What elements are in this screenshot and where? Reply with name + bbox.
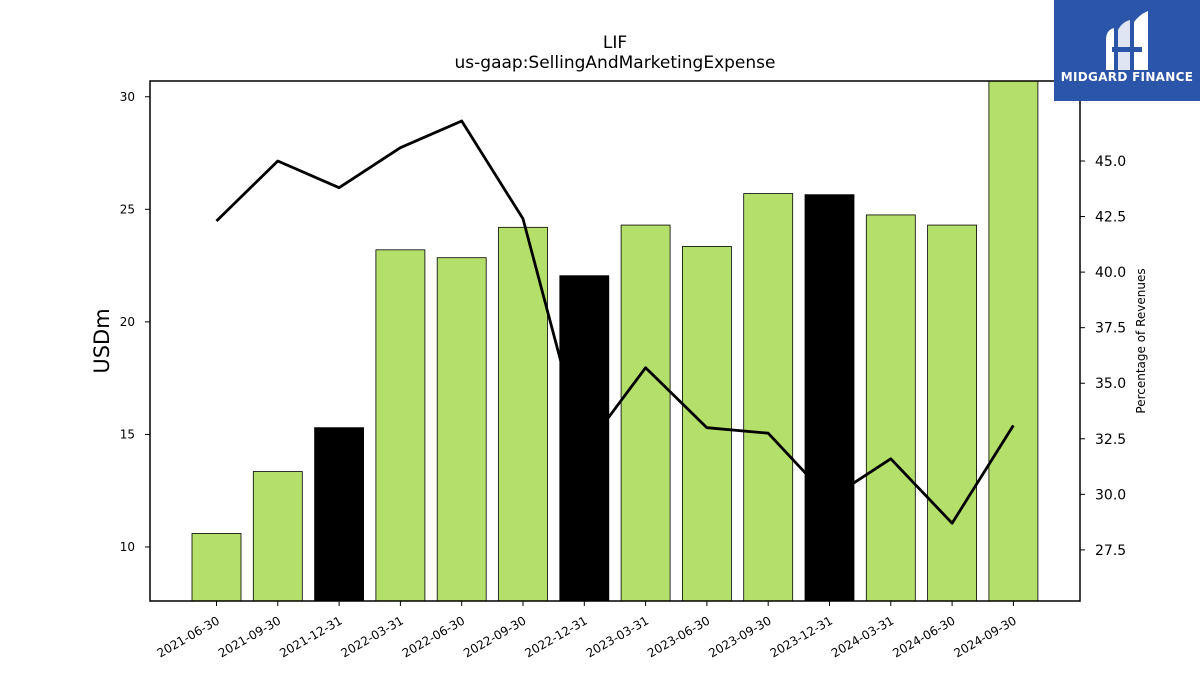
- y2-tick-label: 45.0: [1095, 154, 1126, 170]
- bar: [865, 214, 916, 602]
- bar: [743, 193, 794, 602]
- y2-tick-label: 27.5: [1095, 543, 1126, 559]
- x-tick-label: 2021-12-31: [277, 613, 344, 660]
- y2-axis-label: Percentage of Revenues: [1134, 268, 1148, 413]
- bar: [252, 471, 303, 602]
- y-tick-label: 20: [120, 315, 135, 329]
- bar: [682, 246, 732, 602]
- x-tick-label: 2022-03-31: [338, 613, 405, 660]
- y-tick-label: 10: [120, 540, 135, 554]
- x-tick-label: 2021-06-30: [155, 613, 222, 660]
- logo-text: MIDGARD FINANCE: [1061, 70, 1193, 84]
- x-tick-label: 2022-06-30: [400, 613, 467, 660]
- x-axis: 2021-06-302021-09-302021-12-312022-03-31…: [155, 601, 1019, 660]
- bar: [988, 80, 1039, 602]
- y-axis-label: USDm: [90, 308, 114, 373]
- chart-subtitle: us-gaap:SellingAndMarketingExpense: [455, 53, 776, 73]
- y-tick-label: 30: [120, 90, 135, 104]
- y2-tick-label: 40.0: [1095, 265, 1126, 281]
- bar: [375, 249, 426, 602]
- line-group: [215, 119, 1015, 525]
- y2-tick-label: 32.5: [1095, 432, 1126, 448]
- y-axis: 10 15 20 25 30: [120, 90, 150, 554]
- bar: [620, 224, 671, 602]
- bar: [804, 194, 855, 602]
- y-tick-label: 25: [120, 202, 135, 216]
- y-tick-label: 15: [120, 427, 135, 441]
- logo-mark-icon: [1106, 11, 1148, 70]
- x-tick-label: 2023-09-30: [706, 613, 773, 660]
- x-tick-label: 2024-09-30: [951, 613, 1018, 660]
- y2-axis: 27.5 30.0 32.5 35.0 37.5 40.0 42.5 45.0: [1080, 154, 1126, 559]
- x-tick-label: 2024-03-31: [829, 613, 896, 660]
- x-tick-label: 2023-06-30: [645, 613, 712, 660]
- x-tick-label: 2023-03-31: [584, 613, 651, 660]
- bar: [927, 224, 977, 602]
- x-tick-label: 2024-06-30: [890, 613, 957, 660]
- bar: [559, 275, 610, 602]
- logo: MIDGARD FINANCE: [1054, 0, 1200, 101]
- x-tick-label: 2022-09-30: [461, 613, 528, 660]
- plot-frame: [149, 80, 1081, 602]
- bar: [191, 533, 242, 602]
- x-tick-label: 2023-12-31: [768, 613, 835, 660]
- bars-group: [191, 80, 1039, 602]
- bar: [436, 257, 487, 602]
- bar: [498, 226, 548, 602]
- line-series: [215, 119, 1015, 525]
- bar: [314, 427, 365, 602]
- chart-title: LIF: [603, 33, 627, 53]
- y2-tick-label: 30.0: [1095, 487, 1126, 503]
- y2-tick-label: 42.5: [1095, 210, 1126, 226]
- x-tick-label: 2021-09-30: [216, 613, 283, 660]
- y2-tick-label: 37.5: [1095, 321, 1126, 337]
- x-tick-label: 2022-12-31: [522, 613, 589, 660]
- y2-tick-label: 35.0: [1095, 376, 1126, 392]
